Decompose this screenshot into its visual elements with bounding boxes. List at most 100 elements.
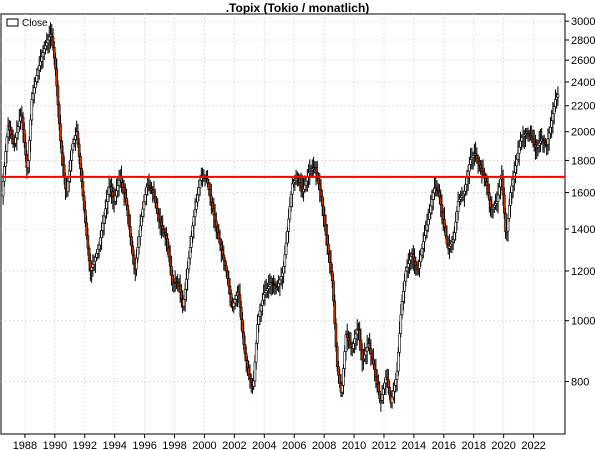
candle-body bbox=[289, 193, 293, 207]
x-tick-label: 2008 bbox=[312, 440, 336, 450]
candle-body bbox=[536, 144, 540, 148]
candle-body bbox=[30, 99, 34, 121]
candle-body bbox=[449, 243, 452, 247]
candle-body bbox=[501, 176, 505, 196]
candle-body bbox=[414, 261, 418, 266]
candle-body bbox=[400, 301, 404, 316]
candle-body bbox=[299, 182, 303, 188]
candle-body bbox=[398, 333, 401, 353]
candle-body bbox=[277, 282, 280, 288]
candle-body bbox=[95, 252, 98, 258]
candle-body bbox=[106, 193, 110, 202]
candle-body bbox=[340, 385, 344, 393]
candle-body bbox=[330, 271, 334, 282]
candle-body bbox=[76, 131, 80, 145]
candle-body bbox=[80, 168, 83, 183]
candle-body bbox=[16, 126, 20, 133]
candle-body bbox=[488, 192, 491, 201]
candle-body bbox=[470, 157, 474, 160]
candle-body bbox=[117, 179, 121, 186]
candle-body bbox=[402, 290, 405, 302]
candle-body bbox=[215, 220, 218, 228]
candle-body bbox=[499, 178, 502, 188]
candle-body bbox=[105, 201, 108, 210]
candle-body bbox=[549, 126, 552, 134]
candle-body bbox=[475, 155, 479, 159]
candle-body bbox=[226, 270, 229, 279]
candle-body bbox=[480, 167, 484, 172]
candle-body bbox=[92, 260, 96, 265]
candle-body bbox=[21, 116, 25, 131]
candle-body bbox=[489, 199, 492, 208]
candle-body bbox=[77, 143, 81, 157]
candle-body bbox=[431, 192, 435, 200]
candle-body bbox=[195, 201, 198, 210]
candle-body bbox=[143, 194, 147, 203]
candle-body bbox=[444, 227, 447, 237]
candle-body bbox=[152, 191, 156, 198]
candle-body bbox=[11, 138, 15, 144]
candle-body bbox=[516, 152, 520, 160]
candle-body bbox=[511, 178, 515, 187]
candle-body bbox=[207, 182, 211, 190]
candle-body bbox=[287, 218, 290, 232]
candle-body bbox=[394, 379, 398, 386]
candle-body bbox=[57, 104, 61, 124]
candle-body bbox=[263, 292, 267, 296]
candle-body bbox=[531, 138, 535, 143]
candle-body bbox=[257, 316, 260, 325]
candle-body bbox=[284, 242, 288, 255]
candle-body bbox=[392, 390, 395, 398]
candle-body bbox=[222, 254, 226, 261]
candle-body bbox=[424, 229, 428, 236]
candle-body bbox=[171, 275, 174, 283]
candle-body bbox=[428, 212, 431, 220]
candle-body bbox=[27, 139, 31, 161]
candle-body bbox=[517, 146, 521, 154]
candle-body bbox=[318, 183, 322, 190]
candle-body bbox=[343, 351, 347, 369]
x-tick-label: 2020 bbox=[491, 440, 515, 450]
candle-body bbox=[232, 302, 236, 307]
candle-body bbox=[520, 137, 524, 142]
y-tick-label: 1200 bbox=[571, 266, 595, 278]
x-tick-label: 1998 bbox=[162, 440, 186, 450]
candle-body bbox=[163, 232, 167, 236]
x-tick-label: 2014 bbox=[402, 440, 426, 450]
candle-body bbox=[23, 129, 26, 143]
candle-body bbox=[4, 151, 7, 167]
x-tick-label: 1990 bbox=[43, 440, 67, 450]
candle-body bbox=[507, 205, 511, 219]
candle-body bbox=[137, 236, 141, 248]
candle-body bbox=[248, 374, 252, 379]
candle-body bbox=[303, 184, 307, 190]
candle-body bbox=[182, 299, 186, 307]
candle-body bbox=[547, 132, 551, 140]
candle-body bbox=[328, 253, 332, 263]
candle-body bbox=[327, 244, 330, 254]
candle-body bbox=[165, 235, 168, 240]
candle-body bbox=[486, 185, 490, 194]
candle-body bbox=[81, 181, 85, 197]
candle-body bbox=[468, 164, 471, 172]
candle-body bbox=[187, 257, 191, 270]
candle-body bbox=[213, 214, 217, 222]
candle-body bbox=[380, 394, 384, 401]
candle-body bbox=[405, 267, 409, 272]
candle-body bbox=[185, 278, 188, 290]
candle-body bbox=[455, 211, 459, 223]
candle-body bbox=[479, 164, 482, 169]
candle-body bbox=[157, 213, 161, 220]
candle-body bbox=[47, 36, 51, 41]
candle-body bbox=[188, 247, 192, 259]
x-tick-label: 2012 bbox=[372, 440, 396, 450]
candle-body bbox=[283, 254, 287, 267]
candle-body bbox=[302, 188, 305, 192]
candle-body bbox=[31, 93, 35, 100]
candle-body bbox=[382, 388, 385, 395]
candle-body bbox=[354, 333, 358, 340]
candle-body bbox=[349, 343, 353, 348]
candle-body bbox=[268, 284, 272, 287]
candle-body bbox=[291, 183, 294, 195]
